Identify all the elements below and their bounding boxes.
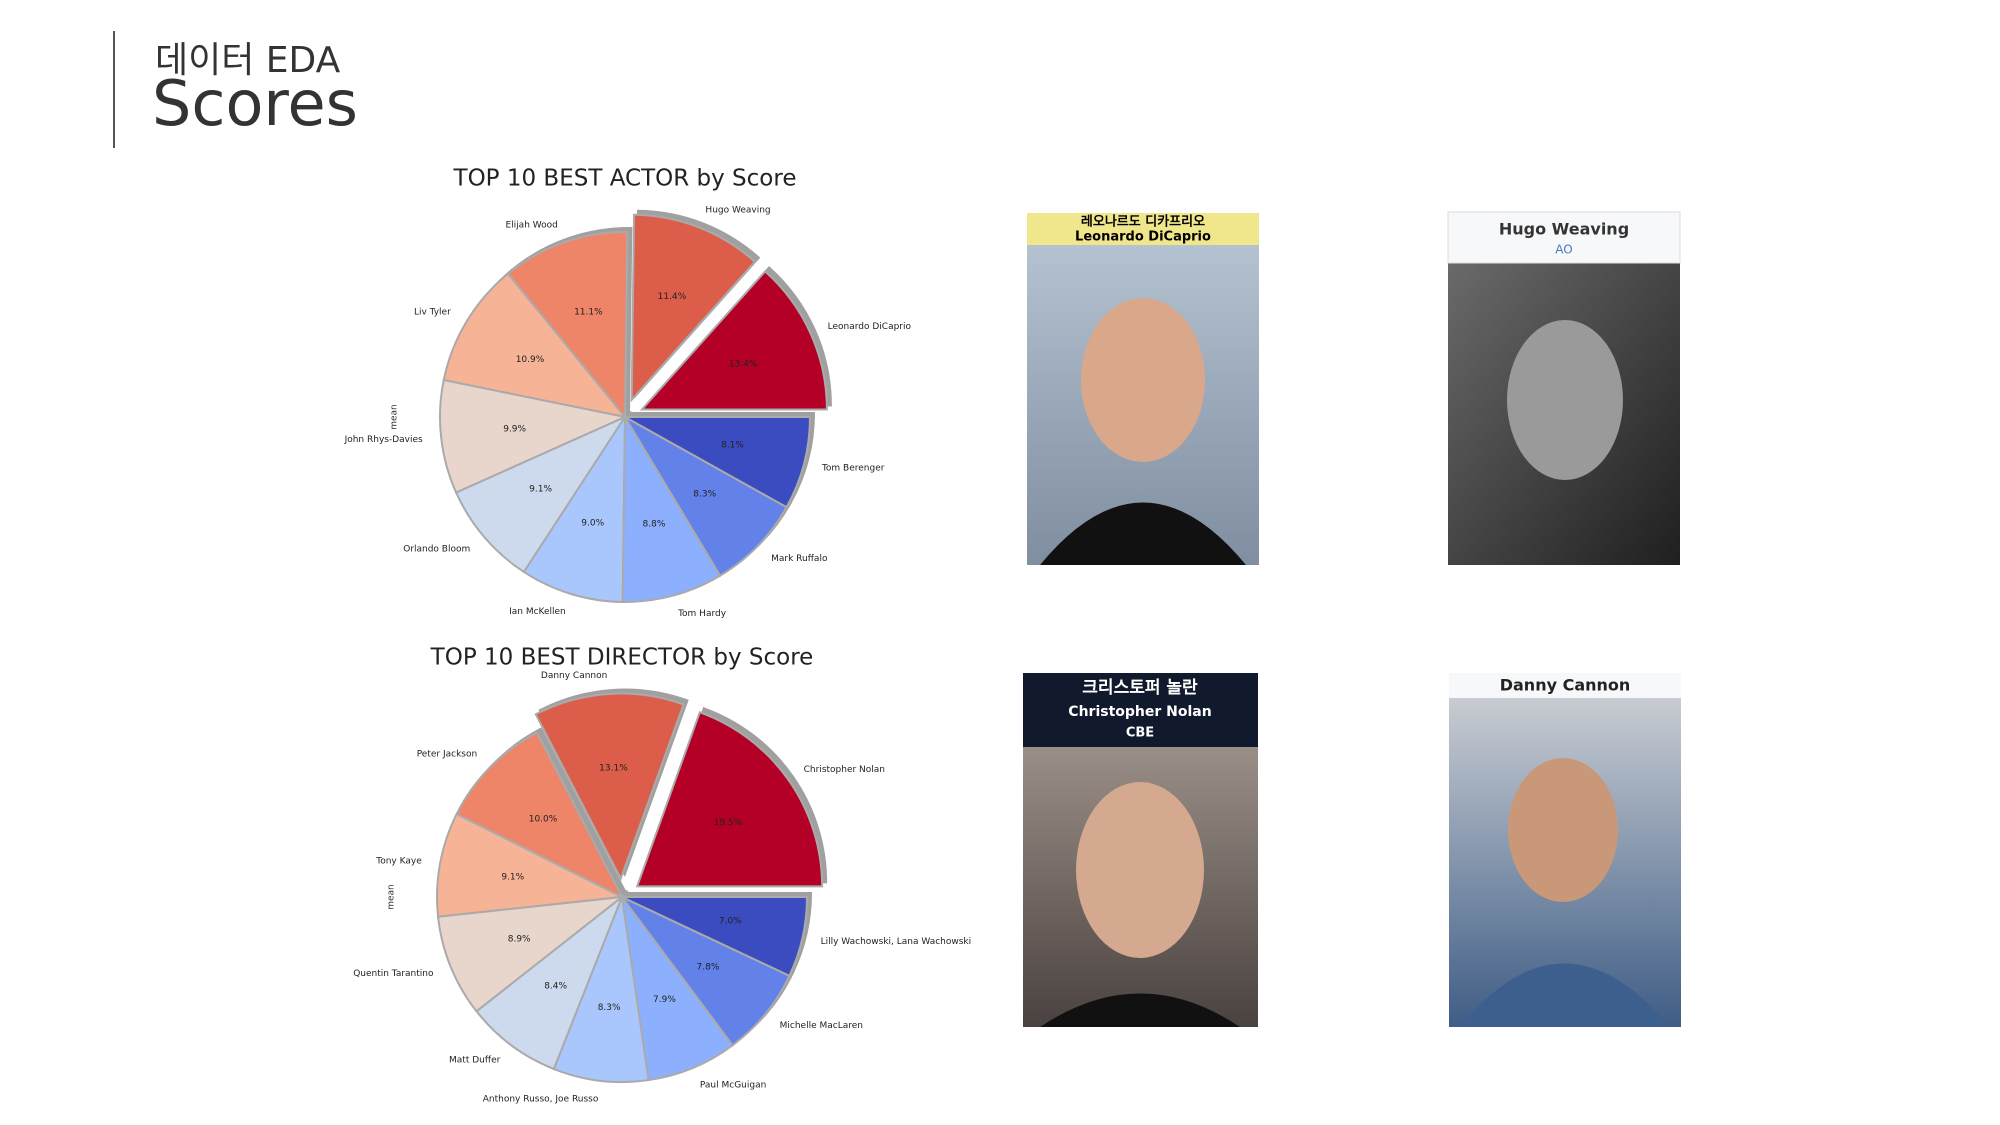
pie-wedge (454, 414, 628, 574)
caption-ko: 레오나르도 디카프리오 (1081, 214, 1205, 230)
pie-wedge (442, 272, 628, 419)
photo-face (1507, 320, 1623, 480)
photo-card: Danny Cannon (1449, 673, 1681, 1027)
chart-title: TOP 10 BEST DIRECTOR by Score (430, 645, 814, 671)
pie-wedge (621, 413, 722, 603)
pie-wedge (639, 270, 828, 411)
pie-category-label: Ian McKellen (509, 607, 566, 617)
chart-title: TOP 10 BEST ACTOR by Score (453, 166, 797, 192)
pie-value-label: 8.8% (643, 520, 666, 530)
photo-face (1081, 298, 1205, 462)
caption-en: Christopher Nolan (1068, 704, 1211, 720)
caption-en: Danny Cannon (1500, 676, 1631, 695)
pie-wedge (475, 893, 625, 1071)
photo-card: 크리스토퍼 놀란 Christopher Nolan CBE (1023, 673, 1258, 1027)
caption-bar (1449, 673, 1681, 698)
pie-category-label: Orlando Bloom (403, 545, 470, 555)
pie-category-label: Matt Duffer (449, 1056, 501, 1066)
pie-wedge (621, 896, 735, 1082)
pie-value-label: 9.0% (581, 519, 604, 529)
pie-category-label: Tom Berenger (821, 464, 885, 474)
pie (439, 213, 828, 603)
pie-value-label: 8.3% (598, 1003, 621, 1013)
pie-category-label: Michelle MacLaren (780, 1021, 863, 1031)
pie-wedge (522, 413, 627, 603)
pie-value-label: 7.8% (697, 963, 720, 973)
pie-wedge (621, 416, 812, 509)
pie-value-label: 7.0% (719, 917, 742, 927)
pie-value-label: 9.9% (503, 425, 526, 435)
pie-category-label: Lilly Wachowski, Lana Wachowski (821, 937, 972, 947)
pie-value-label: 13.4% (729, 360, 758, 370)
photo-card: 레오나르도 디카프리오 Leonardo DiCaprio (1027, 213, 1259, 565)
pie-value-label: 11.1% (574, 308, 603, 318)
photo-card: Hugo Weaving AO (1447, 211, 1681, 565)
pie-value-label: 8.4% (544, 981, 567, 991)
pie-wedge (622, 414, 788, 578)
pie-labels: 13.4% Leonardo DiCaprio 11.4% Hugo Weaving 1… (344, 206, 912, 619)
pie-wedge (455, 731, 625, 900)
pie-category-label: Hugo Weaving (705, 206, 770, 216)
pie-category-label: Elijah Wood (505, 220, 557, 230)
caption-note: CBE (1126, 726, 1154, 741)
pie-category-label: Paul McGuigan (700, 1081, 766, 1091)
caption-ko: 크리스토퍼 놀란 (1082, 678, 1198, 698)
pie-wedge (534, 692, 685, 882)
pie-category-label: Leonardo DiCaprio (828, 322, 912, 332)
caption-en: Leonardo DiCaprio (1075, 230, 1211, 245)
caption-bar (1027, 213, 1259, 245)
pie-wedge (552, 893, 650, 1083)
pie-category-label: Christopher Nolan (804, 765, 885, 775)
pie-value-label: 19.5% (714, 818, 743, 828)
pie-wedge (621, 896, 809, 978)
pie-value-label: 8.3% (693, 490, 716, 500)
pie-wedge (506, 231, 629, 420)
pie-value-label: 11.4% (658, 292, 687, 302)
pie-wedge (635, 711, 824, 888)
pie-value-label: 7.9% (653, 995, 676, 1005)
caption-en: Hugo Weaving (1499, 220, 1629, 239)
header-title: Scores (152, 67, 358, 140)
pie-wedge (630, 213, 757, 403)
pie-category-label: Mark Ruffalo (771, 554, 828, 564)
pie-category-label: Tom Hardy (677, 609, 727, 619)
photo-suit (1040, 993, 1240, 1027)
pie-category-label: Quentin Tarantino (353, 969, 434, 979)
pie-value-label: 10.9% (516, 355, 545, 365)
pie-labels: 19.5% Christopher Nolan 13.1% Danny Cannon 1… (353, 671, 971, 1105)
pie (436, 692, 824, 1083)
pie-category-label: Anthony Russo, Joe Russo (483, 1095, 599, 1105)
pie-wedge (436, 812, 626, 918)
photo-shirt (1460, 963, 1670, 1027)
pie-category-label: John Rhys-Davies (344, 435, 423, 445)
pie-category-label: Danny Cannon (541, 671, 607, 681)
y-axis-label: mean (387, 884, 397, 910)
pie-value-label: 9.1% (501, 873, 524, 883)
photo-face (1508, 758, 1618, 902)
pie-category-label: Liv Tyler (414, 307, 451, 317)
caption-note: AO (1555, 243, 1572, 257)
header-subtitle: 데이터 EDA (155, 40, 341, 81)
pie-value-label: 8.9% (508, 934, 531, 944)
caption-bar (1447, 211, 1681, 264)
pie-category-label: Tony Kaye (375, 856, 422, 866)
pie-value-label: 13.1% (599, 763, 628, 773)
pie-value-label: 10.0% (529, 815, 558, 825)
caption-bar (1023, 673, 1258, 747)
pie-wedge (439, 378, 629, 494)
photo-face (1076, 782, 1204, 958)
pie-category-label: Peter Jackson (417, 750, 478, 760)
photo-suit (1040, 502, 1246, 565)
y-axis-label: mean (390, 404, 400, 430)
pie-value-label: 9.1% (529, 485, 552, 495)
pie-value-label: 8.1% (721, 440, 744, 450)
pie-wedge (436, 895, 626, 1013)
